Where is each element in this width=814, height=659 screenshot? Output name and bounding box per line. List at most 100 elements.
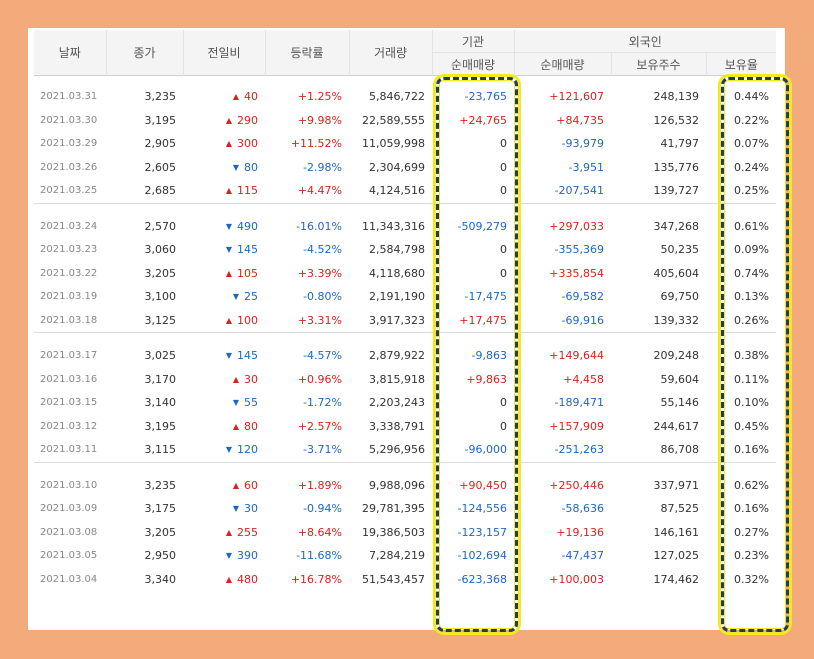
- foreign-net-cell: -251,263: [554, 443, 604, 457]
- header-close: 종가: [105, 30, 183, 76]
- change-cell: ▼ 25: [183, 285, 265, 309]
- volume-cell: 5,846,722: [369, 90, 425, 104]
- close-cell: 3,115: [144, 443, 177, 457]
- close-cell: 3,235: [144, 478, 177, 492]
- date-cell: 2021.03.25: [40, 185, 98, 197]
- close-cell: 3,060: [144, 243, 177, 257]
- rate-cell: +2.57%: [297, 419, 342, 433]
- foreign-ratio-cell: 0.74%: [734, 266, 769, 280]
- date-cell: 2021.03.11: [40, 444, 98, 456]
- foreign-net-cell: -189,471: [554, 396, 604, 410]
- foreign-holding-cell: 41,797: [660, 137, 700, 151]
- volume-cell: 3,338,791: [369, 419, 425, 433]
- triangle-down-icon: ▼: [232, 292, 239, 302]
- header-foreign-net: 순매매량: [513, 52, 611, 76]
- date-cell: 2021.03.26: [40, 161, 98, 173]
- group-divider: [34, 202, 776, 215]
- foreign-ratio-cell: 0.45%: [734, 419, 769, 433]
- date-cell: 2021.03.19: [40, 291, 98, 303]
- table-row: 2021.03.26 2,605 ▼ 80 -2.98% 2,304,699 0 -3,951…: [34, 156, 776, 180]
- volume-cell: 5,296,956: [369, 443, 425, 457]
- header-change: 전일비: [182, 30, 265, 76]
- table-row: 2021.03.11 3,115 ▼ 120 -3.71% 5,296,956 -96,00…: [34, 438, 776, 462]
- triangle-up-icon: ▲: [232, 374, 239, 384]
- group-divider: [34, 461, 776, 474]
- foreign-holding-cell: 248,139: [653, 90, 700, 104]
- foreign-ratio-cell: 0.38%: [734, 349, 769, 363]
- volume-cell: 7,284,219: [369, 549, 425, 563]
- foreign-holding-cell: 55,146: [660, 396, 700, 410]
- rate-cell: -3.71%: [303, 443, 342, 457]
- change-value: 40: [244, 90, 258, 104]
- header-foreign-group: 외국인: [513, 30, 776, 53]
- change-cell: ▲ 115: [183, 179, 265, 203]
- volume-cell: 2,191,190: [369, 290, 425, 304]
- change-value: 290: [237, 113, 258, 127]
- triangle-down-icon: ▼: [225, 445, 232, 455]
- institution-net-cell: -23,765: [464, 90, 507, 104]
- volume-cell: 19,386,503: [362, 525, 425, 539]
- change-cell: ▼ 30: [183, 497, 265, 521]
- volume-cell: 22,589,555: [362, 113, 425, 127]
- triangle-up-icon: ▲: [225, 139, 232, 149]
- institution-net-cell: +9,863: [466, 372, 507, 386]
- foreign-net-cell: +121,607: [549, 90, 604, 104]
- volume-cell: 2,203,243: [369, 396, 425, 410]
- date-cell: 2021.03.23: [40, 244, 98, 256]
- table-row: 2021.03.17 3,025 ▼ 145 -4.57% 2,879,922 -9,863…: [34, 344, 776, 368]
- change-value: 80: [244, 160, 258, 174]
- foreign-net-cell: -3,951: [568, 160, 604, 174]
- date-cell: 2021.03.15: [40, 397, 98, 409]
- triangle-up-icon: ▲: [232, 92, 239, 102]
- close-cell: 3,170: [144, 372, 177, 386]
- rate-cell: +0.96%: [297, 372, 342, 386]
- triangle-down-icon: ▼: [225, 551, 232, 561]
- change-cell: ▲ 100: [183, 309, 265, 333]
- header-date: 날짜: [34, 30, 106, 76]
- triangle-up-icon: ▲: [225, 268, 232, 278]
- foreign-holding-cell: 86,708: [660, 443, 700, 457]
- close-cell: 2,605: [144, 160, 177, 174]
- row-spacer: [34, 75, 776, 76]
- rate-cell: +3.39%: [297, 266, 342, 280]
- institution-net-cell: -123,157: [457, 525, 507, 539]
- date-cell: 2021.03.12: [40, 420, 98, 432]
- foreign-holding-cell: 139,727: [653, 184, 700, 198]
- table-row: 2021.03.09 3,175 ▼ 30 -0.94% 29,781,395 -124,5…: [34, 497, 776, 521]
- foreign-holding-cell: 174,462: [653, 572, 700, 586]
- foreign-ratio-cell: 0.25%: [734, 184, 769, 198]
- date-cell: 2021.03.17: [40, 350, 98, 362]
- date-cell: 2021.03.08: [40, 526, 98, 538]
- table-row: 2021.03.29 2,905 ▲ 300 +11.52% 11,059,998 0 -93…: [34, 132, 776, 156]
- table-row: 2021.03.23 3,060 ▼ 145 -4.52% 2,584,798 0 -355,…: [34, 238, 776, 262]
- close-cell: 3,235: [144, 90, 177, 104]
- volume-cell: 11,343,316: [362, 219, 425, 233]
- change-cell: ▲ 80: [183, 415, 265, 439]
- volume-cell: 4,124,516: [369, 184, 425, 198]
- change-cell: ▲ 40: [183, 85, 265, 109]
- rate-cell: -11.68%: [296, 549, 342, 563]
- date-cell: 2021.03.05: [40, 550, 98, 562]
- date-cell: 2021.03.29: [40, 138, 98, 150]
- institution-net-cell: -509,279: [457, 219, 507, 233]
- volume-cell: 11,059,998: [362, 137, 425, 151]
- header-institution-net: 순매매량: [431, 52, 514, 76]
- group-divider: [34, 332, 776, 344]
- change-cell: ▼ 390: [183, 544, 265, 568]
- change-cell: ▲ 480: [183, 568, 265, 592]
- close-cell: 2,905: [144, 137, 177, 151]
- foreign-ratio-cell: 0.13%: [734, 290, 769, 304]
- change-value: 30: [244, 372, 258, 386]
- table-body: 2021.03.31 3,235 ▲ 40 +1.25% 5,846,722 -23,765…: [34, 75, 776, 592]
- table-row: 2021.03.31 3,235 ▲ 40 +1.25% 5,846,722 -23,765…: [34, 85, 776, 109]
- close-cell: 3,175: [144, 502, 177, 516]
- foreign-ratio-cell: 0.11%: [734, 372, 769, 386]
- institution-net-cell: 0: [500, 396, 507, 410]
- date-cell: 2021.03.16: [40, 373, 98, 385]
- change-cell: ▲ 105: [183, 262, 265, 286]
- foreign-ratio-cell: 0.07%: [734, 137, 769, 151]
- close-cell: 3,195: [144, 113, 177, 127]
- date-cell: 2021.03.31: [40, 91, 98, 103]
- volume-cell: 3,815,918: [369, 372, 425, 386]
